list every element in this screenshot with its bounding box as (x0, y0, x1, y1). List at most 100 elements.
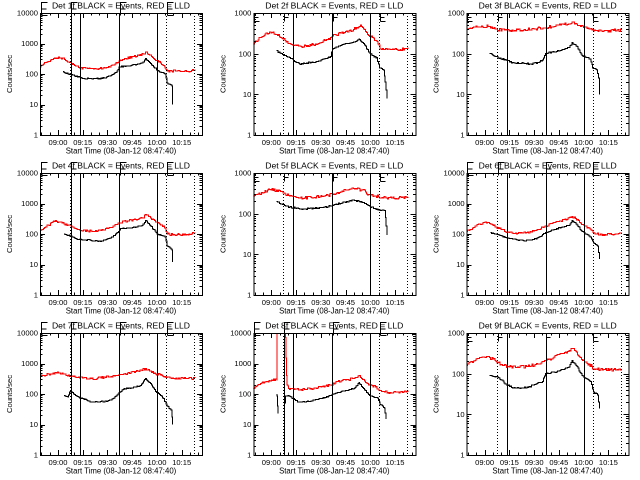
y-tick-label: 1 (247, 291, 251, 300)
x-tick-label: 09:45 (549, 458, 568, 467)
x-tick-label: 09:00 (262, 298, 281, 307)
y-tick-label: 10 (30, 420, 38, 429)
panel-det-3f: Det 3f BLACK = Events, RED = LLD 1 10 100 10… (432, 1, 630, 156)
marker-f-glyph (120, 2, 127, 16)
x-tick-label: 10:00 (361, 298, 380, 307)
panel-det-7f: Det 7f BLACK = Events, RED = LLD11010010… (5, 321, 203, 476)
series-line-lld (40, 214, 196, 237)
x-tick-label: 10:00 (361, 458, 380, 467)
marker-e-glyph (593, 162, 600, 176)
series-line-lld (466, 347, 623, 372)
marker-f-glyph (120, 322, 127, 336)
y-tick-label: 10000 (17, 329, 38, 338)
x-tick-label: 09:15 (73, 298, 92, 307)
marker-f-glyph (71, 162, 78, 176)
chart-title: Det 6f BLACK = Events, RED = LLD (479, 161, 617, 171)
marker-e-glyph (167, 162, 174, 176)
y-axis-label: Counts/sec (432, 215, 441, 253)
y-tick-label: 10000 (444, 169, 465, 178)
y-axis-label: Counts/sec (5, 215, 14, 253)
x-tick-label: 09:00 (48, 298, 67, 307)
y-tick-label: 1000 (234, 359, 251, 368)
plot-frame (466, 13, 630, 136)
series-line-lld (253, 24, 409, 52)
marker-e-glyph (380, 322, 387, 336)
x-tick-label: 09:45 (549, 138, 568, 147)
x-axis-label: Start Time (08-Jan-12 08:47:40) (66, 307, 177, 316)
x-axis-label: Start Time (08-Jan-12 08:47:40) (492, 307, 603, 316)
plot-frame (466, 333, 630, 456)
y-tick-label: 1000 (448, 9, 465, 18)
y-tick-label: 10 (30, 260, 38, 269)
series-line-lld (253, 333, 409, 394)
x-tick-label: 10:00 (574, 458, 593, 467)
chart-title: Det 5f BLACK = Events, RED = LLD (265, 161, 403, 171)
chart-title: Det 8f BLACK = Events, RED = LLD (265, 321, 403, 331)
series-line-lld (466, 21, 623, 33)
y-tick-label: 1000 (21, 359, 38, 368)
panel-det-9f: Det 9f BLACK = Events, RED = LLD 1 10 100 10… (432, 321, 630, 476)
marker-f-glyph (120, 162, 127, 176)
x-tick-label: 10:00 (147, 138, 166, 147)
x-tick-label: 10:15 (599, 138, 618, 147)
y-tick-label: 1000 (234, 169, 251, 178)
x-tick-label: 10:00 (361, 138, 380, 147)
y-tick-label: 1 (247, 131, 251, 140)
y-tick-label: 1 (34, 291, 38, 300)
panel-det-4f: Det 4f BLACK = Events, RED = LLD11010010… (5, 161, 203, 316)
panel-det-1f: Det 1f BLACK = Events, RED = LLD11010010… (5, 1, 203, 156)
x-tick-label: 10:15 (599, 298, 618, 307)
y-tick-label: 1 (460, 451, 464, 460)
chart-title: Det 2f BLACK = Events, RED = LLD (265, 1, 403, 11)
x-tick-label: 09:30 (525, 138, 544, 147)
x-tick-label: 09:30 (311, 458, 330, 467)
x-tick-label: 09:30 (525, 458, 544, 467)
y-axis-label: Counts/sec (5, 55, 14, 93)
x-tick-label: 10:15 (172, 138, 191, 147)
x-tick-label: 09:45 (549, 298, 568, 307)
x-tick-label: 09:15 (287, 458, 306, 467)
series-line-lld (466, 215, 623, 236)
x-tick-label: 09:45 (123, 458, 142, 467)
x-tick-label: 09:45 (336, 298, 355, 307)
y-tick-label: 100 (239, 390, 252, 399)
plot-frame (253, 173, 417, 296)
x-tick-label: 09:30 (98, 138, 117, 147)
x-tick-label: 10:15 (386, 298, 405, 307)
panel-det-8f: Det 8f BLACK = Events, RED = LLD 1 10 100 10… (218, 321, 417, 476)
x-tick-label: 09:15 (73, 458, 92, 467)
x-tick-label: 09:30 (98, 298, 117, 307)
series-line-events (276, 394, 279, 414)
series-group (40, 214, 196, 263)
y-tick-label: 10000 (17, 169, 38, 178)
y-tick-label: 100 (239, 49, 252, 58)
x-tick-label: 09:00 (48, 138, 67, 147)
y-tick-label: 1 (34, 131, 38, 140)
x-axis-label: Start Time (08-Jan-12 08:47:40) (492, 467, 603, 476)
y-axis-label: Counts/sec (5, 375, 14, 413)
marker-f-glyph (333, 322, 340, 336)
x-tick-label: 10:15 (599, 458, 618, 467)
marker-e-glyph (41, 2, 48, 16)
y-tick-label: 10 (243, 250, 251, 259)
y-tick-label: 10 (456, 90, 464, 99)
x-tick-label: 09:45 (123, 298, 142, 307)
y-axis-label: Counts/sec (218, 55, 227, 93)
x-tick-label: 09:00 (475, 138, 494, 147)
x-tick-label: 09:15 (287, 138, 306, 147)
marker-f-glyph (71, 322, 78, 336)
x-tick-label: 10:15 (386, 138, 405, 147)
series-line-events (63, 219, 174, 263)
y-axis-label: Counts/sec (432, 55, 441, 93)
y-axis-label: Counts/sec (432, 375, 441, 413)
y-tick-label: 10 (456, 410, 464, 419)
panel-det-2f: Det 2f BLACK = Events, RED = LLD 1 10 100 10… (218, 1, 417, 156)
chart-title: Det 9f BLACK = Events, RED = LLD (479, 321, 617, 331)
x-tick-label: 09:30 (311, 138, 330, 147)
y-tick-label: 1000 (448, 329, 465, 338)
marker-e-glyph (41, 322, 48, 336)
marker-f-glyph (284, 322, 291, 336)
x-tick-label: 10:00 (147, 298, 166, 307)
y-axis-label: Counts/sec (218, 375, 227, 413)
